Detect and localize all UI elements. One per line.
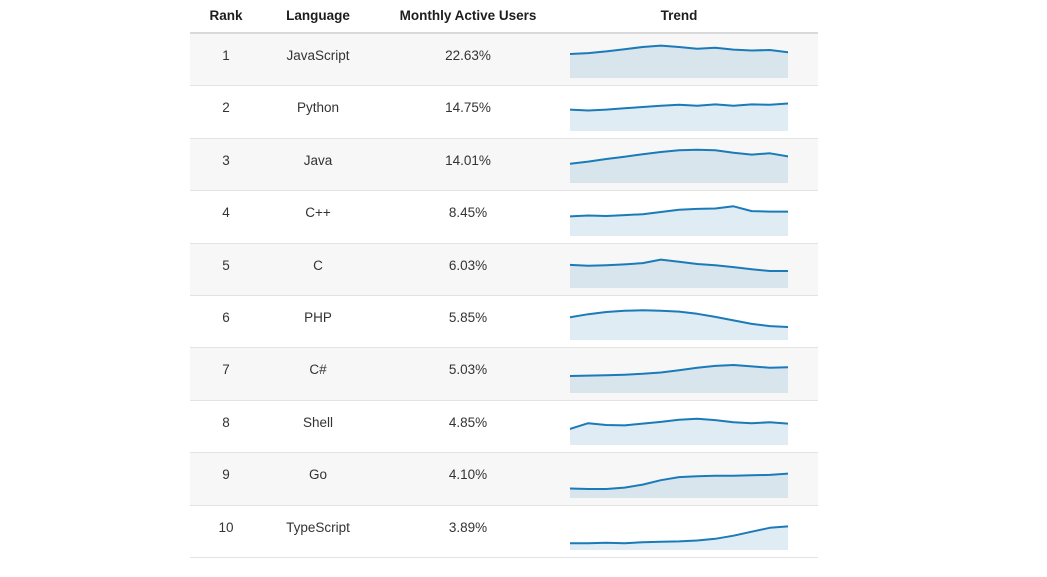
table-row: 2 Python 14.75% [190,86,818,139]
rank-cell: 3 [222,152,230,168]
table-row: 1 JavaScript 22.63% [190,34,818,87]
table-row: 4 C++ 8.45% [190,191,818,244]
language-cell: JavaScript [286,48,350,63]
language-cell: PHP [304,309,332,325]
language-ranking-table: Rank Language Monthly Active Users Trend… [190,0,818,558]
table-header-row: Rank Language Monthly Active Users Trend [190,0,818,34]
trend-sparkline-chart [570,525,788,550]
trend-cell [562,401,818,452]
table-row: 5 C 6.03% [190,243,818,296]
monthly-active-users-cell: 5.85% [448,309,488,325]
rank-cell: 9 [222,467,230,483]
trend-sparkline-chart [570,44,788,79]
monthly-active-users-cell: 4.10% [448,467,488,483]
trend-cell [562,86,818,137]
language-cell: TypeScript [286,519,350,535]
language-cell: C++ [305,205,331,221]
monthly-active-users-cell: 14.01% [445,152,491,168]
trend-sparkline-chart [570,309,788,341]
trend-cell [562,453,818,504]
table-row: 8 Shell 4.85% [190,400,818,454]
language-cell: C# [309,362,327,378]
language-cell: Python [296,100,340,116]
table-row: 7 C# 5.03% [190,348,818,401]
monthly-active-users-cell: 8.45% [448,205,488,221]
rank-cell: 8 [222,414,230,430]
language-cell: C [313,257,323,273]
monthly-active-users-cell: 4.85% [448,414,488,430]
trend-cell [562,244,818,295]
language-cell: Java [303,152,333,168]
rank-cell: 2 [222,100,230,116]
trend-sparkline-chart [570,258,788,288]
trend-sparkline-chart [570,204,788,236]
trend-sparkline-chart [570,363,788,393]
trend-cell [562,191,818,242]
monthly-active-users-cell: 22.63% [445,48,491,63]
monthly-active-users-cell: 3.89% [448,519,488,535]
rank-cell: 7 [222,362,230,378]
trend-sparkline-chart [570,102,788,131]
rank-cell: 10 [218,519,234,535]
trend-sparkline-chart [570,148,788,184]
language-cell: Go [308,467,327,483]
table-body: 1 JavaScript 22.63% 2 Python 14.75% 3 Ja… [190,34,818,558]
column-header-language: Language [286,7,350,23]
trend-cell [562,348,818,399]
column-header-monthly-active-users: Monthly Active Users [399,7,537,23]
table-row: 9 Go 4.10% [190,453,818,506]
trend-cell [562,506,818,557]
column-header-trend: Trend [660,7,698,23]
rank-cell: 4 [222,205,230,221]
trend-cell [562,296,818,347]
trend-cell [562,34,818,85]
column-header-rank: Rank [209,7,243,23]
monthly-active-users-cell: 14.75% [445,100,491,116]
monthly-active-users-cell: 5.03% [448,362,488,378]
language-cell: Shell [302,414,334,430]
trend-cell [562,139,818,190]
rank-cell: 6 [222,309,230,325]
table-row: 10 TypeScript 3.89% [190,505,818,558]
table-row: 6 PHP 5.85% [190,295,818,349]
table-row: 3 Java 14.01% [190,138,818,192]
trend-sparkline-chart [570,417,788,446]
monthly-active-users-cell: 6.03% [448,257,488,273]
trend-sparkline-chart [570,472,788,498]
rank-cell: 1 [222,48,230,63]
rank-cell: 5 [222,257,230,273]
